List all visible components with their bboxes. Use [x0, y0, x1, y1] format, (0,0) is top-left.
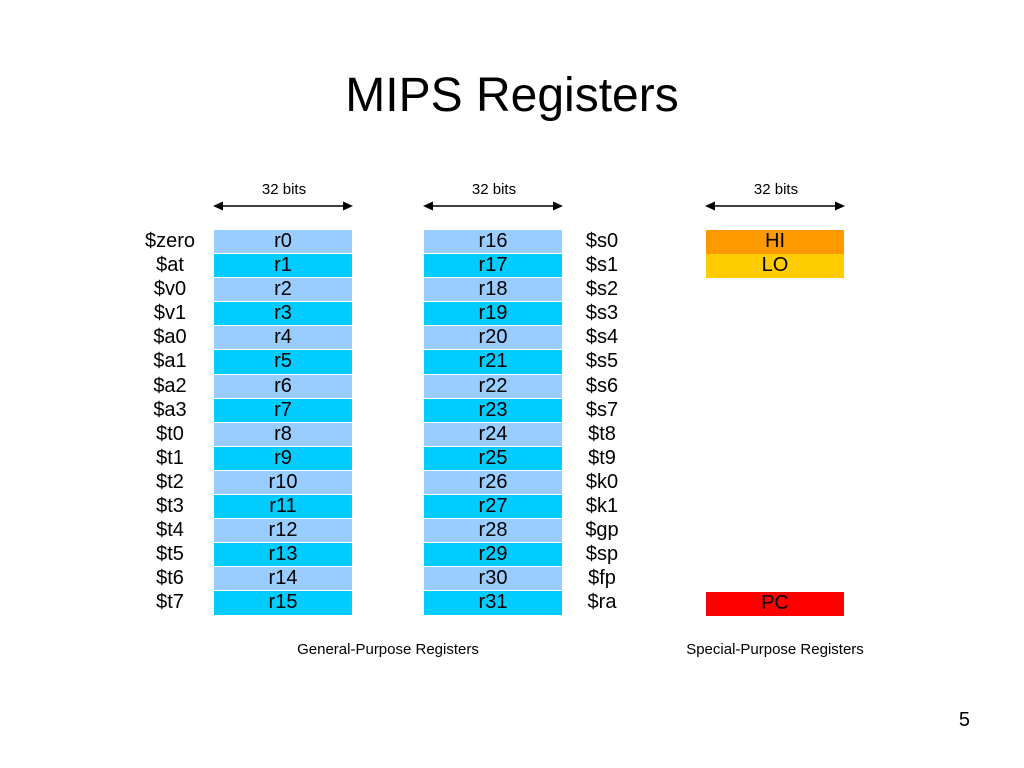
register-lo: LO: [706, 254, 844, 278]
register-name: $ra: [587, 591, 617, 614]
register-name: $t0: [156, 422, 184, 445]
gpr-right-names: $s0 $s1 $s2 $s3 $s4 $s5 $s6 $s7 $t8 $t9 …: [568, 230, 636, 616]
page-number: 5: [958, 709, 970, 731]
register-name: $s5: [585, 350, 619, 373]
register-cell: r15: [214, 591, 352, 616]
width-label-col1: 32 bits: [261, 181, 307, 198]
register-cell: r1: [214, 254, 352, 279]
register-name: $k0: [585, 470, 619, 493]
register-name: $k1: [585, 495, 619, 518]
caption-special-purpose: Special-Purpose Registers: [686, 641, 864, 658]
register-cell: r23: [424, 398, 562, 423]
register-cell: r8: [214, 422, 352, 447]
width-label-col2: 32 bits: [471, 181, 517, 198]
register-name: $t1: [156, 446, 184, 469]
register-name: $t7: [156, 591, 184, 614]
register-cell: r12: [214, 519, 352, 544]
register-name: $t2: [156, 470, 184, 493]
register-cell: r31: [424, 591, 562, 616]
register-name: $s3: [585, 302, 619, 325]
register-name: $a0: [153, 326, 187, 349]
gpr-left-names: $zero $at $v0 $v1 $a0 $a1 $a2 $a3 $t0 $t…: [130, 230, 210, 616]
register-cell: r19: [424, 302, 562, 327]
register-name: $t9: [588, 446, 616, 469]
register-name: $s2: [585, 278, 619, 301]
register-name: $s1: [585, 254, 619, 277]
register-name: $s0: [585, 230, 619, 252]
register-cell: r22: [424, 374, 562, 399]
register-name: $at: [156, 254, 184, 277]
width-arrow-col2-icon: [423, 201, 563, 211]
register-name: $t6: [156, 567, 184, 590]
register-name: $a3: [153, 398, 187, 421]
register-name: $a1: [153, 350, 187, 373]
register-cell: r24: [424, 422, 562, 447]
register-cell: r10: [214, 470, 352, 496]
register-cell: r29: [424, 543, 562, 568]
register-cell: r11: [214, 495, 352, 520]
slide-title: MIPS Registers: [345, 69, 679, 122]
register-cell: r13: [214, 543, 352, 568]
register-cell: r26: [424, 470, 562, 496]
register-cell: r5: [214, 350, 352, 375]
register-cell: r30: [424, 567, 562, 592]
register-name: $fp: [588, 567, 616, 590]
register-name: $s6: [585, 374, 619, 397]
register-cell: r7: [214, 398, 352, 423]
register-cell: r4: [214, 326, 352, 351]
register-cell: r6: [214, 374, 352, 399]
register-hi: HI: [706, 230, 844, 254]
gpr-column-r16-r31: r16 r17 r18 r19 r20 r21 r22 r23 r24 r25 …: [424, 230, 562, 616]
register-name: $v1: [153, 302, 187, 325]
register-name: $gp: [585, 519, 619, 542]
register-name: $t3: [156, 495, 184, 518]
register-cell: r9: [214, 446, 352, 471]
width-arrow-col1-icon: [213, 201, 353, 211]
register-pc: PC: [706, 592, 844, 616]
register-name: $s4: [585, 326, 619, 349]
register-cell: r2: [214, 278, 352, 303]
register-name: $t8: [588, 422, 616, 445]
register-name: $a2: [153, 374, 187, 397]
register-cell: r16: [424, 230, 562, 255]
register-cell: r3: [214, 302, 352, 327]
register-cell: r17: [424, 254, 562, 279]
gpr-column-r0-r15: r0 r1 r2 r3 r4 r5 r6 r7 r8 r9 r10 r11 r1…: [214, 230, 352, 616]
register-name: $sp: [585, 543, 619, 566]
register-cell: r28: [424, 519, 562, 544]
register-cell: r21: [424, 350, 562, 375]
register-name: $t5: [156, 543, 184, 566]
width-label-special: 32 bits: [753, 181, 799, 198]
width-arrow-special-icon: [705, 201, 845, 211]
caption-general-purpose: General-Purpose Registers: [297, 641, 479, 658]
register-cell: r0: [214, 230, 352, 255]
register-name: $t4: [156, 519, 184, 542]
register-cell: r20: [424, 326, 562, 351]
register-cell: r14: [214, 567, 352, 592]
register-cell: r18: [424, 278, 562, 303]
register-cell: r25: [424, 446, 562, 471]
register-name: $v0: [153, 278, 187, 301]
register-cell: r27: [424, 495, 562, 520]
register-name: $s7: [585, 398, 619, 421]
register-name: $zero: [144, 230, 196, 252]
